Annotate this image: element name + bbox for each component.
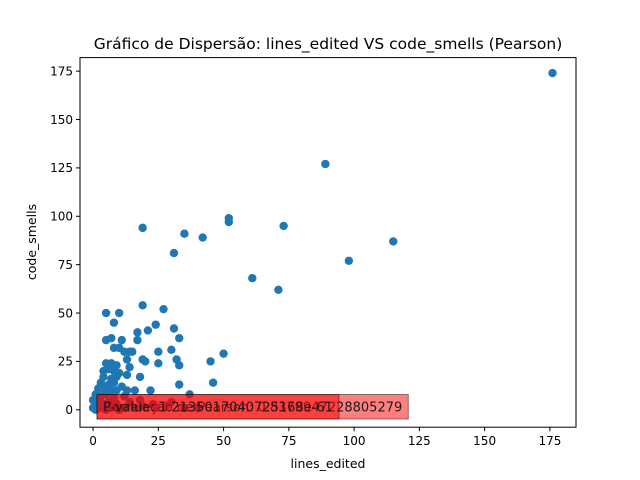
scatter-point-31	[128, 347, 137, 356]
chart-title: Gráfico de Dispersão: lines_edited VS co…	[94, 35, 563, 54]
scatter-point-14	[114, 308, 124, 318]
x-tick-label: 50	[216, 434, 231, 448]
plot-area-frame	[79, 57, 577, 428]
scatter-point-24	[117, 335, 126, 345]
statistics-annotations: Correlação de Pearson: 0.837994722880527…	[96, 394, 409, 420]
scatter-point-23	[107, 333, 116, 343]
y-tick-label: 100	[50, 210, 73, 224]
annotation-text: P-value: 1.2135017040725168e-61	[103, 401, 333, 416]
scatter-point-17	[109, 318, 119, 327]
scatter-point-19	[151, 320, 160, 329]
y-tick-label: 175	[50, 64, 73, 78]
scatter-point-34	[167, 345, 176, 354]
y-tick-label: 75	[58, 258, 73, 272]
y-axis-label: code_smells	[24, 204, 39, 280]
x-tick-label: 100	[343, 434, 366, 448]
scatter-points	[88, 68, 557, 414]
y-tick-label: 150	[50, 113, 73, 127]
scatter-point-58	[208, 378, 218, 387]
scatter-point-12	[138, 223, 147, 233]
scatter-point-15	[138, 301, 147, 310]
scatter-point-8	[224, 217, 233, 227]
y-tick-label: 25	[58, 355, 73, 369]
scatter-point-54	[135, 372, 145, 382]
scatter-point-4	[279, 221, 288, 231]
y-tick-label: 0	[65, 403, 73, 417]
scatter-point-59	[175, 380, 184, 389]
x-axis-ticks: 0 25 50 75 100 125 150 175	[89, 427, 561, 448]
scatter-point-5	[248, 273, 257, 283]
scatter-point-35	[219, 349, 228, 358]
x-tick-label: 25	[151, 434, 166, 448]
scatter-point-33	[154, 347, 163, 356]
x-tick-label: 125	[408, 434, 431, 448]
scatter-point-2	[389, 237, 398, 246]
scatter-point-10	[180, 229, 189, 238]
scatter-point-40	[175, 361, 184, 370]
scatter-point-66	[130, 386, 140, 395]
y-axis-ticks: 0 25 50 75 100 125 150 175	[50, 64, 80, 417]
y-tick-label: 50	[58, 306, 73, 320]
scatter-point-41	[206, 357, 215, 366]
scatter-point-16	[159, 304, 168, 314]
scatter-point-9	[198, 233, 207, 242]
scatter-point-13	[101, 308, 111, 318]
scatter-point-36	[122, 355, 132, 364]
scatter-point-26	[175, 333, 184, 343]
scatter-point-6	[274, 285, 283, 295]
scatter-point-45	[125, 363, 134, 372]
scatter-point-38	[154, 359, 163, 368]
scatter-point-21	[133, 328, 142, 337]
scatter-point-25	[133, 335, 142, 345]
scatter-point-11	[169, 248, 179, 258]
x-tick-label: 150	[473, 434, 496, 448]
scatter-point-1	[321, 159, 330, 169]
x-tick-label: 75	[281, 434, 296, 448]
annotation-1: P-value: 1.2135017040725168e-61	[96, 394, 340, 420]
scatter-point-67	[146, 386, 155, 395]
scatter-point-3	[344, 256, 354, 265]
x-tick-label: 175	[538, 434, 561, 448]
x-axis-label: lines_edited	[291, 456, 366, 471]
scatter-point-0	[548, 68, 557, 78]
scatter-point-20	[143, 326, 153, 335]
scatter-point-18	[169, 324, 179, 333]
scatter-point-53	[122, 370, 132, 380]
scatter-point-57	[109, 378, 119, 387]
x-tick-label: 0	[89, 434, 97, 448]
annotation-box	[96, 394, 340, 420]
y-tick-label: 125	[50, 161, 73, 175]
scatter-point-37	[141, 357, 150, 366]
